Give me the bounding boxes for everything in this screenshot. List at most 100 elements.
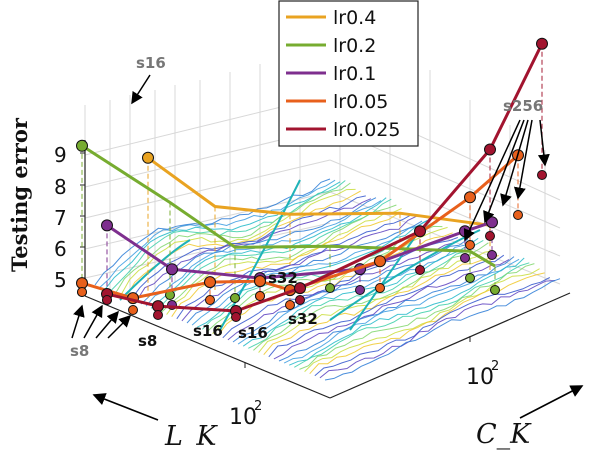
right-axis-tick-exp: 2: [491, 359, 499, 374]
contour-line: [289, 257, 525, 366]
contour-line: [181, 215, 418, 322]
contour-surface: [94, 178, 561, 381]
contour-line: [166, 208, 402, 315]
contour-line: [145, 200, 382, 307]
left-axis-tick-label: 10: [229, 405, 257, 430]
floor-point: [255, 291, 265, 301]
data-point: [536, 37, 548, 50]
data-point: [254, 275, 266, 288]
contour-line: [237, 239, 474, 345]
contour-line: [268, 254, 505, 358]
y-tick-label: 5: [54, 268, 67, 292]
data-point: [204, 276, 216, 289]
data-point: [142, 151, 154, 164]
floor-point: [490, 285, 500, 295]
legend: lr0.4 lr0.2 lr0.1 lr0.05 lr0.025: [278, 0, 419, 147]
series-line: [81, 144, 496, 268]
data-point: [76, 277, 88, 290]
series-line: [147, 156, 491, 227]
series-line: [81, 154, 519, 300]
floor-point: [128, 305, 138, 315]
floor-point: [485, 231, 495, 241]
annotation-s8: s8: [138, 332, 157, 350]
data-point: [414, 225, 426, 238]
data-point: [374, 255, 386, 268]
data-point: [101, 219, 113, 232]
data-point: [294, 282, 306, 295]
floor-point: [153, 310, 163, 320]
floor-point: [77, 287, 87, 297]
contour-line: [314, 277, 551, 377]
legend-label: lr0.2: [333, 35, 376, 57]
contour-line: [324, 278, 561, 381]
contour-line: [319, 280, 555, 379]
floor-tick-labels: 10 2 10 2: [229, 359, 499, 430]
annotation-s16-a: s16: [193, 322, 223, 340]
floor-point: [465, 273, 475, 283]
floor-point: [487, 250, 497, 260]
contour-line: [248, 239, 484, 349]
contour-line: [161, 204, 397, 313]
floor-point: [205, 295, 215, 305]
y-tick-labels: 9 8 7 6 5: [54, 143, 67, 292]
data-point: [152, 300, 164, 313]
contour-line: [294, 262, 530, 368]
left-axis-label: L_K: [164, 421, 218, 450]
y-tick-label: 8: [54, 175, 67, 199]
floor-point: [285, 300, 295, 310]
legend-label: lr0.025: [333, 119, 400, 141]
y-tick-label: 9: [54, 143, 67, 167]
data-point: [486, 216, 498, 229]
annotations: s16 s256 s8 s8 s16 s16 s32 s32: [70, 54, 550, 360]
floor-axes: [80, 140, 571, 399]
floor-point: [102, 295, 112, 305]
right-axis-label: C_K: [476, 419, 532, 450]
contour-line: [258, 250, 494, 353]
left-axis-tick-exp: 2: [254, 399, 262, 414]
contour-line: [114, 182, 351, 294]
contour-line: [155, 198, 392, 311]
floor-point: [231, 312, 241, 322]
floor-point: [295, 295, 305, 305]
annotation-s8-grey: s8: [70, 342, 89, 360]
contour-line: [283, 258, 520, 364]
annotation-s16-top: s16: [136, 54, 166, 72]
floor-point: [460, 253, 470, 263]
contour-line: [109, 180, 346, 292]
contour-line: [99, 179, 336, 288]
contour-line: [309, 272, 545, 375]
y-tick-label: 7: [54, 206, 67, 230]
floor-axis-labels: L_K C_K: [92, 385, 584, 450]
contour-line: [232, 238, 469, 343]
legend-label: lr0.05: [333, 91, 388, 113]
contour-line: [104, 181, 341, 290]
floor-point: [230, 293, 240, 303]
annotation-s16-b: s16: [238, 324, 268, 342]
data-point: [76, 139, 88, 152]
contour-line: [263, 255, 499, 356]
y-tick-label: 6: [54, 237, 67, 261]
floor-point: [537, 170, 547, 180]
annotation-s256: s256: [503, 97, 543, 115]
data-point: [484, 143, 496, 156]
right-axis-tick-label: 10: [466, 365, 494, 390]
data-point: [166, 263, 178, 276]
contour-line: [120, 188, 356, 296]
floor-point: [465, 240, 475, 250]
contour-line: [227, 237, 464, 341]
contour-line: [304, 268, 540, 372]
floor-point: [513, 210, 523, 220]
legend-label: lr0.1: [333, 63, 376, 85]
legend-label: lr0.4: [333, 7, 376, 29]
series-group: [76, 37, 548, 322]
contour-line: [176, 213, 413, 320]
floor-point: [375, 283, 385, 293]
floor-point: [415, 265, 425, 275]
y-axis-label: Testing error: [7, 117, 32, 272]
data-point: [464, 191, 476, 204]
floor-point: [355, 285, 365, 295]
floor-point: [325, 283, 335, 293]
annotation-s32-b: s32: [288, 310, 318, 328]
